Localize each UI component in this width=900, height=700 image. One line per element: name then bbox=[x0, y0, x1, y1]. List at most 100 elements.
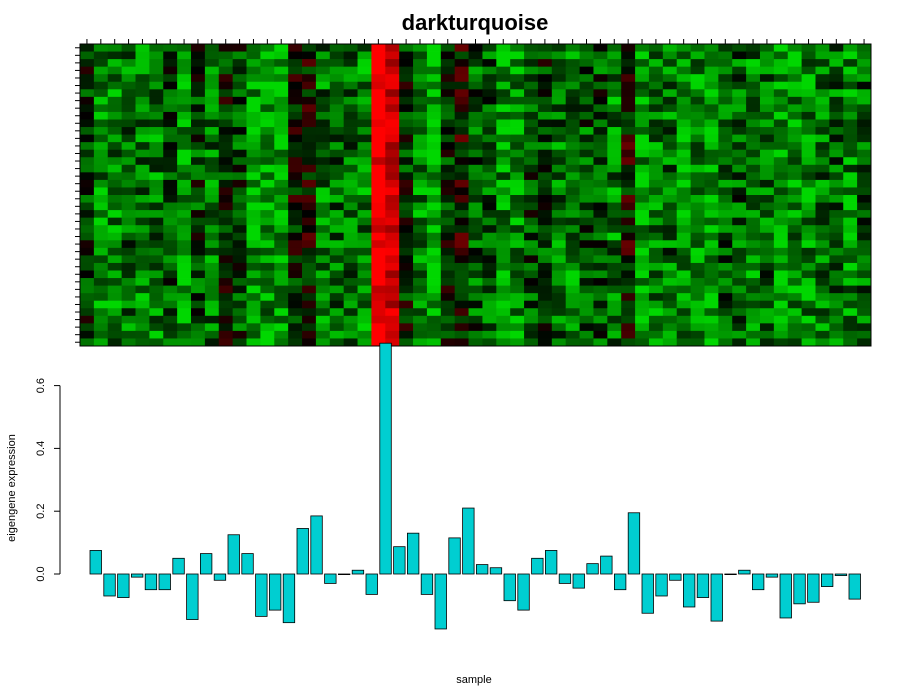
heatmap-cell bbox=[440, 89, 456, 98]
heatmap-cell bbox=[218, 278, 234, 286]
heatmap-cell bbox=[371, 66, 386, 75]
heatmap-cell bbox=[648, 225, 664, 234]
heatmap-cell bbox=[676, 202, 691, 211]
heatmap-cell bbox=[468, 51, 483, 60]
heatmap-cell bbox=[524, 157, 539, 166]
heatmap-cell bbox=[496, 96, 511, 105]
heatmap-cell bbox=[843, 308, 858, 317]
eigengene-bar bbox=[365, 573, 378, 595]
heatmap-cell bbox=[551, 164, 567, 173]
eigengene-bar bbox=[186, 573, 199, 620]
heatmap-cell bbox=[829, 142, 844, 151]
heatmap-cell bbox=[607, 262, 622, 271]
heatmap-cell bbox=[773, 315, 789, 324]
heatmap-cell bbox=[232, 210, 247, 219]
heatmap-cell bbox=[704, 232, 719, 241]
heatmap-cell bbox=[385, 323, 400, 332]
heatmap-cell bbox=[246, 315, 261, 324]
heatmap-cell bbox=[732, 217, 747, 226]
heatmap-cell bbox=[759, 51, 775, 60]
heatmap-cell bbox=[787, 172, 803, 181]
heatmap-cell bbox=[857, 111, 872, 120]
heatmap-cell bbox=[773, 202, 789, 211]
heatmap-cell bbox=[149, 338, 164, 347]
heatmap-cell bbox=[121, 96, 136, 105]
heatmap-cell bbox=[315, 232, 331, 241]
heatmap-cell bbox=[440, 172, 456, 181]
heatmap-cell bbox=[607, 270, 622, 279]
heatmap-cell bbox=[177, 44, 192, 52]
heatmap-cell bbox=[773, 270, 789, 279]
heatmap-cell bbox=[343, 300, 358, 309]
heatmap-cell bbox=[80, 210, 95, 219]
heatmap-cell bbox=[274, 44, 289, 52]
heatmap-cell bbox=[80, 202, 95, 211]
heatmap-cell bbox=[732, 323, 747, 332]
heatmap-cell bbox=[80, 111, 95, 120]
heatmap-cell bbox=[510, 89, 525, 98]
heatmap-cell bbox=[385, 111, 400, 120]
heatmap-cell bbox=[829, 278, 844, 286]
heatmap-cell bbox=[524, 195, 539, 203]
heatmap-cell bbox=[426, 225, 442, 234]
heatmap-cell bbox=[385, 172, 400, 181]
heatmap-cell bbox=[607, 300, 622, 309]
heatmap-cell bbox=[621, 111, 636, 120]
heatmap-cell bbox=[177, 202, 192, 211]
heatmap-cell bbox=[815, 210, 830, 219]
heatmap-cell bbox=[315, 255, 331, 264]
heatmap-cell bbox=[107, 278, 123, 286]
heatmap-cell bbox=[107, 225, 123, 234]
heatmap-cell bbox=[329, 262, 345, 271]
heatmap-cell bbox=[648, 210, 664, 219]
heatmap-cell bbox=[121, 127, 136, 135]
heatmap-cell bbox=[163, 293, 178, 302]
eigengene-bar bbox=[738, 569, 751, 575]
heatmap-cell bbox=[801, 179, 816, 188]
heatmap-cell bbox=[399, 262, 414, 271]
heatmap-cell bbox=[315, 225, 331, 234]
heatmap-cell bbox=[773, 217, 789, 226]
heatmap-cell bbox=[399, 300, 414, 309]
heatmap-cell bbox=[440, 142, 456, 151]
heatmap-cell bbox=[676, 119, 691, 128]
heatmap-cell bbox=[690, 119, 705, 128]
heatmap-cell bbox=[718, 119, 733, 128]
heatmap-cell bbox=[648, 111, 664, 120]
heatmap-cell bbox=[551, 157, 567, 166]
heatmap-cell bbox=[343, 240, 358, 249]
heatmap-cell bbox=[787, 164, 803, 173]
heatmap-cell bbox=[121, 278, 136, 286]
heatmap-cell bbox=[621, 270, 636, 279]
heatmap-cell bbox=[413, 74, 428, 83]
heatmap-cell bbox=[80, 330, 95, 339]
heatmap-cell bbox=[232, 149, 247, 158]
heatmap-cell bbox=[80, 315, 95, 324]
heatmap-cell bbox=[482, 210, 497, 219]
heatmap-cell bbox=[773, 164, 789, 173]
heatmap-cell bbox=[426, 59, 442, 68]
heatmap-cell bbox=[718, 300, 733, 309]
heatmap-cell bbox=[191, 240, 206, 249]
heatmap-cell bbox=[579, 119, 594, 128]
heatmap-cell bbox=[593, 293, 608, 302]
heatmap-cell bbox=[204, 262, 220, 271]
heatmap-cell bbox=[857, 195, 872, 203]
heatmap-cell bbox=[149, 195, 164, 203]
heatmap-cell bbox=[718, 142, 733, 151]
heatmap-cell bbox=[843, 232, 858, 241]
heatmap-cell bbox=[676, 187, 691, 196]
heatmap-cell bbox=[635, 51, 650, 60]
heatmap-cell bbox=[773, 81, 789, 90]
heatmap-cell bbox=[274, 111, 289, 120]
heatmap-cell bbox=[524, 293, 539, 302]
heatmap-cell bbox=[329, 119, 345, 128]
heatmap-cell bbox=[204, 127, 220, 135]
heatmap-cell bbox=[315, 51, 331, 60]
heatmap-cell bbox=[371, 134, 386, 143]
heatmap-cell bbox=[246, 300, 261, 309]
heatmap-cell bbox=[385, 262, 400, 271]
heatmap-cell bbox=[385, 240, 400, 249]
heatmap-cell bbox=[468, 164, 483, 173]
heatmap-cell bbox=[635, 300, 650, 309]
